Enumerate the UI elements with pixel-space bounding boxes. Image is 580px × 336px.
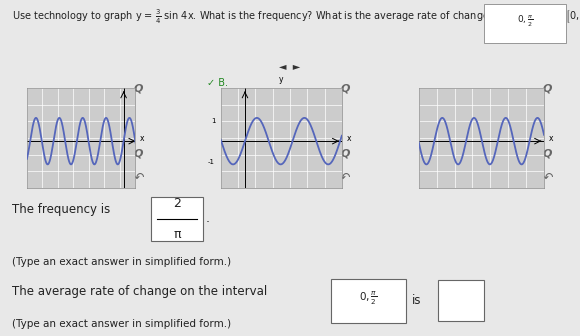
Text: x: x (140, 133, 144, 142)
Text: 1: 1 (211, 118, 216, 124)
Text: (Type an exact answer in simplified form.): (Type an exact answer in simplified form… (12, 319, 231, 329)
Text: .: . (206, 212, 210, 225)
Text: is: is (412, 294, 421, 307)
Text: $0, \frac{\pi}{2}$: $0, \frac{\pi}{2}$ (359, 290, 378, 307)
Text: Use technology to graph y = $\frac{3}{4}$ sin 4x. What is the frequency? What is: Use technology to graph y = $\frac{3}{4}… (12, 7, 580, 26)
Text: ↶: ↶ (542, 172, 553, 185)
Text: Q: Q (543, 84, 552, 94)
Text: The average rate of change on the interval: The average rate of change on the interv… (12, 285, 267, 298)
Text: -1: -1 (208, 159, 215, 165)
Text: Q: Q (543, 149, 552, 159)
Text: ↶: ↶ (133, 172, 144, 185)
Text: Q: Q (340, 84, 350, 94)
Text: 2: 2 (173, 197, 181, 210)
Text: $0, \frac{\pi}{2}$: $0, \frac{\pi}{2}$ (517, 13, 533, 29)
FancyBboxPatch shape (331, 279, 406, 323)
FancyBboxPatch shape (438, 280, 484, 321)
FancyBboxPatch shape (484, 4, 566, 43)
Text: Q: Q (134, 84, 143, 94)
Text: The frequency is: The frequency is (12, 203, 110, 216)
Text: Q: Q (340, 149, 350, 159)
Text: ✓ B.: ✓ B. (207, 78, 229, 88)
Text: ↶: ↶ (340, 172, 350, 185)
Text: x: x (549, 133, 553, 142)
FancyBboxPatch shape (151, 197, 203, 241)
Text: Q: Q (134, 149, 143, 159)
Text: y: y (279, 76, 284, 84)
Text: π: π (173, 228, 180, 241)
Text: ◄  ►: ◄ ► (280, 62, 300, 72)
Text: x: x (347, 133, 351, 142)
Text: (Type an exact answer in simplified form.): (Type an exact answer in simplified form… (12, 257, 231, 267)
